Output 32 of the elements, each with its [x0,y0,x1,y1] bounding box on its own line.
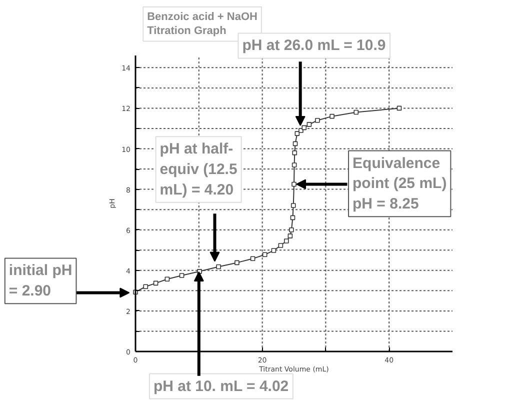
point [306,122,312,127]
point [284,238,289,244]
point [290,203,296,208]
chart-title: Benzoic acid + NaOH Titration Graph [147,10,258,38]
point [153,280,158,286]
point [396,106,402,111]
point [278,243,284,248]
point [262,252,268,257]
point [354,110,359,115]
annotation: initial pH = 2.90 [8,262,72,300]
point [216,264,221,270]
point [302,125,307,130]
point [292,182,296,187]
point [234,260,240,266]
annotation: pH at 10. mL = 4.02 [153,378,289,395]
annotation: Equivalence point (25 mL) pH = 8.25 [352,154,447,213]
point [271,248,276,253]
point [292,150,298,156]
point [288,234,293,238]
point [292,141,298,146]
point [143,284,148,290]
annotation: pH at half- equiv (12.5 mL) = 4.20 [160,140,238,198]
point [315,118,320,123]
point [290,215,296,220]
annotation: pH at 26.0 mL = 10.9 [242,37,386,54]
point [330,114,334,119]
point [294,131,300,136]
point [289,227,294,232]
point [179,273,184,278]
point [164,276,170,282]
point [292,162,297,168]
point [250,256,256,262]
